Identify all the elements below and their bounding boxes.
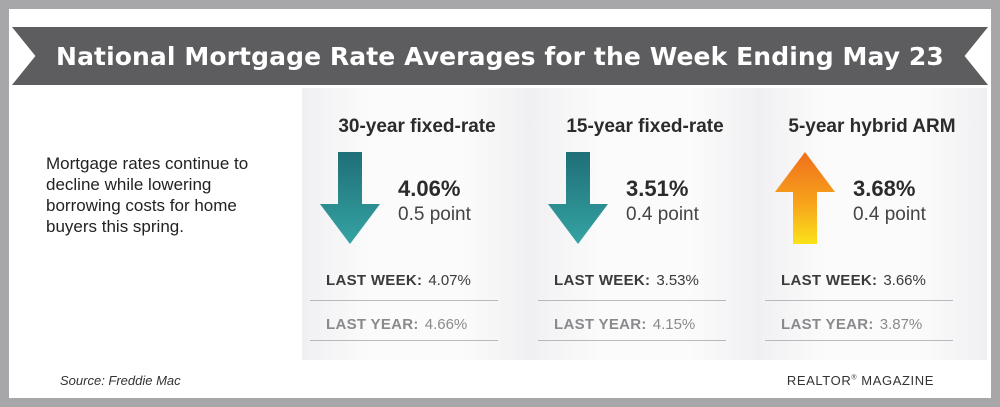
divider xyxy=(538,300,726,301)
last-year-row: LAST YEAR: 4.15% xyxy=(554,316,734,333)
arrow-down-icon xyxy=(320,152,380,244)
page-title: National Mortgage Rate Averages for the … xyxy=(56,41,944,71)
arrow-down-icon xyxy=(548,152,608,244)
arrow-up-icon xyxy=(775,152,835,244)
publisher-suffix: MAGAZINE xyxy=(857,373,934,388)
publisher-name: REALTOR xyxy=(786,373,852,388)
rate-change: 0.4 point xyxy=(626,204,699,225)
publisher-credit: REALTOR® MAGAZINE xyxy=(787,373,934,388)
last-week-row: LAST WEEK: 3.53% xyxy=(554,272,734,289)
divider xyxy=(538,340,726,341)
last-year-label: LAST YEAR: xyxy=(781,316,874,333)
rate-change: 0.4 point xyxy=(853,204,926,225)
last-week-row: LAST WEEK: 4.07% xyxy=(326,272,506,289)
last-year-label: LAST YEAR: xyxy=(554,316,647,333)
last-year-label: LAST YEAR: xyxy=(326,316,419,333)
divider xyxy=(310,300,498,301)
last-year-value: 3.87% xyxy=(879,316,923,333)
last-year-value: 4.66% xyxy=(424,316,468,333)
source-credit: Source: Freddie Mac xyxy=(60,373,181,388)
rate-card-30-year: 30-year fixed-rate 4.06% 0.5 point LAST … xyxy=(302,88,532,360)
last-week-label: LAST WEEK: xyxy=(326,272,423,289)
last-week-label: LAST WEEK: xyxy=(554,272,651,289)
card-title: 15-year fixed-rate xyxy=(566,116,724,137)
current-rate: 3.68% xyxy=(853,176,916,201)
divider xyxy=(765,300,953,301)
current-rate: 3.51% xyxy=(626,176,689,201)
rate-change: 0.5 point xyxy=(398,204,471,225)
last-week-row: LAST WEEK: 3.66% xyxy=(781,272,961,289)
rate-card-5-year-arm: 5-year hybrid ARM 3.68% 0.4 point LAST W… xyxy=(757,88,987,360)
divider xyxy=(310,340,498,341)
current-rate: 4.06% xyxy=(398,176,461,201)
last-year-row: LAST YEAR: 4.66% xyxy=(326,316,506,333)
registered-mark: ® xyxy=(851,374,858,382)
card-title: 5-year hybrid ARM xyxy=(788,116,956,137)
intro-text: Mortgage rates continue to decline while… xyxy=(46,154,249,236)
title-banner: National Mortgage Rate Averages for the … xyxy=(12,27,988,85)
last-year-value: 4.15% xyxy=(652,316,696,333)
divider xyxy=(765,340,953,341)
last-week-value: 4.07% xyxy=(428,272,471,289)
last-week-label: LAST WEEK: xyxy=(781,272,878,289)
card-title: 30-year fixed-rate xyxy=(338,116,496,137)
rate-card-15-year: 15-year fixed-rate 3.51% 0.4 point LAST … xyxy=(530,88,760,360)
last-week-value: 3.53% xyxy=(656,272,699,289)
last-week-value: 3.66% xyxy=(883,272,926,289)
last-year-row: LAST YEAR: 3.87% xyxy=(781,316,961,333)
